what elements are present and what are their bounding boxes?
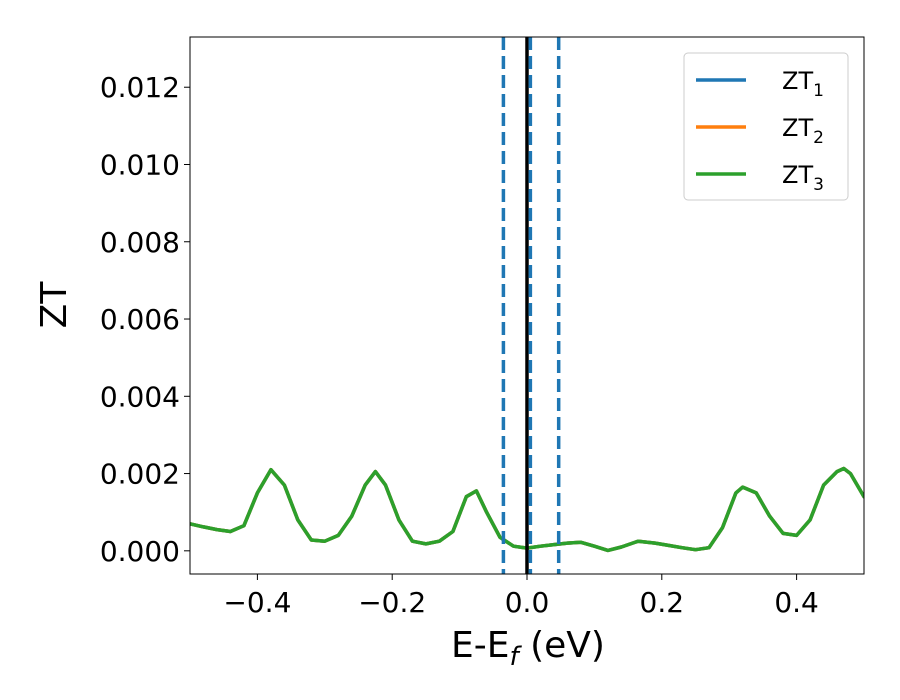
plot-area [190, 37, 864, 574]
ticks: −0.4 −0.2 0.0 0.2 0.4 0.000 0.002 0.004 0.006 0.0… [100, 71, 819, 619]
x-axis-label-unit: (eV) [519, 625, 605, 666]
x-tick-label: 0.2 [640, 586, 685, 619]
legend-label-zt1: ZT1 [782, 67, 824, 101]
y-tick-label: 0.010 [100, 148, 180, 181]
legend-box [683, 52, 849, 201]
legend: ZT1 ZT2 ZT3 [683, 52, 849, 201]
y-axis-label: ZT [34, 281, 75, 329]
y-tick-label: 0.000 [100, 535, 180, 568]
x-tick-label: −0.2 [358, 586, 426, 619]
y-tick-label: 0.008 [100, 226, 180, 259]
x-tick-label: 0.4 [774, 586, 819, 619]
x-tick-label: 0.0 [505, 586, 550, 619]
x-axis-label-base: E-E [451, 625, 509, 666]
x-axis-label: E-Ef (eV) [451, 625, 605, 672]
y-tick-label: 0.002 [100, 458, 180, 491]
legend-label-zt3: ZT3 [782, 161, 824, 195]
y-tick-label: 0.006 [100, 303, 180, 336]
y-tick-label: 0.012 [100, 71, 180, 104]
legend-label-zt2: ZT2 [782, 114, 824, 148]
x-tick-label: −0.4 [223, 586, 291, 619]
y-tick-label: 0.004 [100, 380, 180, 413]
